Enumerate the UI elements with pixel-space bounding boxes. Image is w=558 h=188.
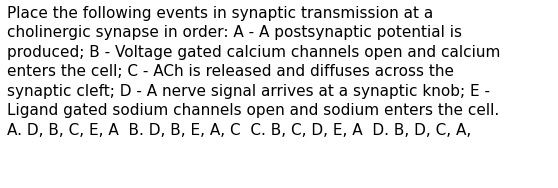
Text: Place the following events in synaptic transmission at a
cholinergic synapse in : Place the following events in synaptic t… [7, 6, 500, 138]
